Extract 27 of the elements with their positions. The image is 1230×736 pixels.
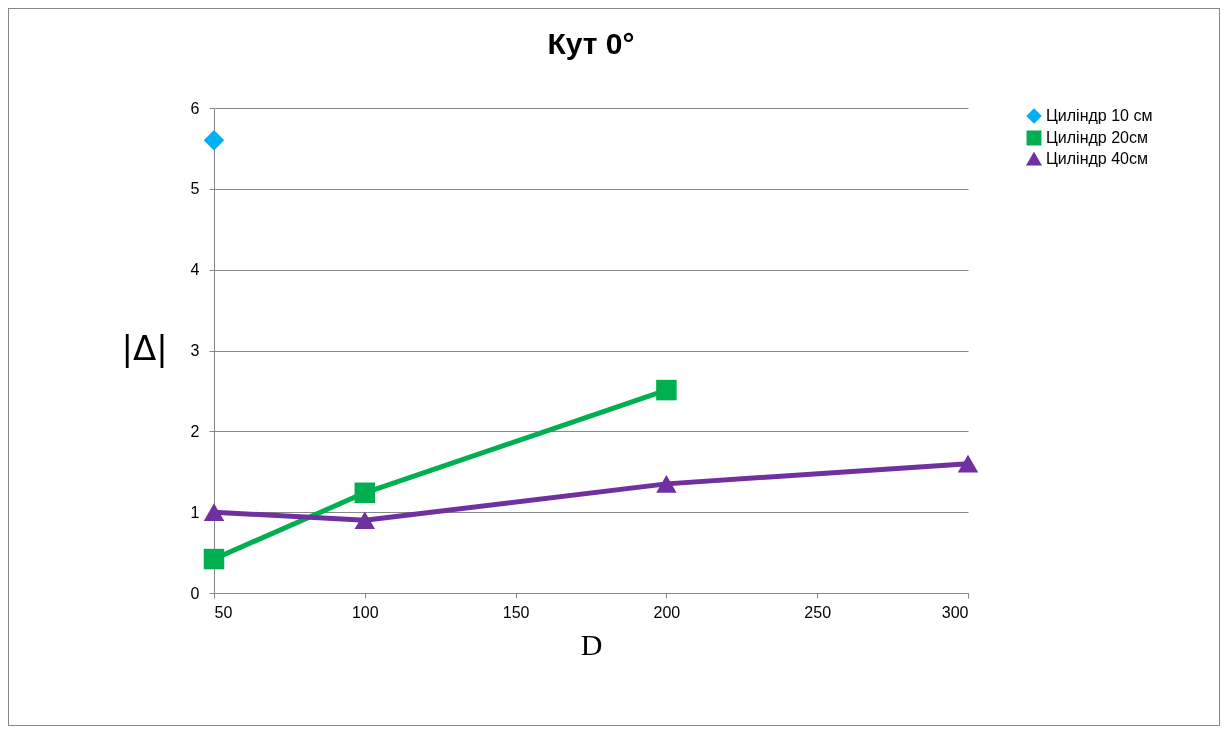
- y-tick-label: 2: [190, 422, 200, 440]
- point: [656, 475, 677, 493]
- y-tick-label: 1: [190, 503, 200, 521]
- y-tick-label: 5: [190, 180, 200, 198]
- x-tick-label: 50: [214, 603, 233, 621]
- point: [957, 454, 979, 473]
- y-tick-label: 0: [190, 584, 200, 602]
- legend-label: Циліндр 10 см: [1046, 107, 1153, 124]
- x-tick-label: 250: [804, 603, 832, 621]
- x-tick-label: 150: [502, 603, 530, 621]
- point: [354, 482, 376, 504]
- y-tick-label: 3: [190, 342, 200, 359]
- legend-label: Циліндр 20см: [1046, 129, 1148, 146]
- y-tick-label: 4: [190, 261, 200, 279]
- point: [203, 548, 225, 570]
- y-axis-title: |Δ|: [121, 327, 168, 368]
- point: [203, 130, 225, 151]
- chart-title: Кут 0°: [547, 27, 635, 60]
- x-axis-title: D: [580, 627, 603, 661]
- x-tick-label: 200: [653, 603, 681, 621]
- point: [203, 503, 225, 522]
- x-tick-label: 100: [351, 603, 379, 621]
- y-tick-label: 6: [190, 99, 200, 117]
- point: [354, 511, 376, 530]
- legend-label: Циліндр 40см: [1046, 150, 1148, 167]
- x-tick-label: 300: [941, 603, 969, 621]
- point: [656, 379, 677, 401]
